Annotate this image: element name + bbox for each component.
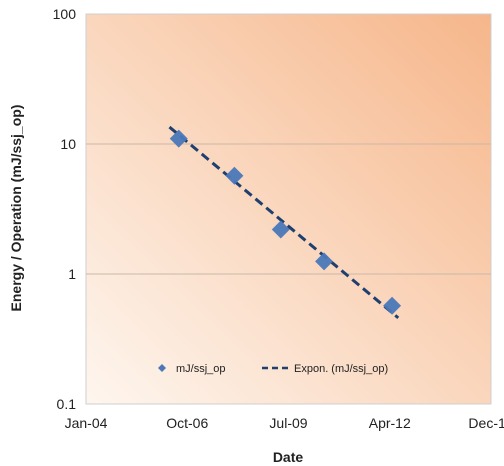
gridlines	[86, 143, 491, 275]
x-tick-label: Jul-09	[269, 415, 307, 431]
legend-marker-diamond	[158, 364, 166, 372]
y-axis-title: Energy / Operation (mJ/ssj_op)	[8, 105, 24, 312]
y-axis-ticks: 0.1 1 10 100	[53, 6, 77, 412]
x-tick-label: Dec-14	[468, 415, 504, 431]
x-axis-title: Date	[273, 449, 304, 465]
trendline-group	[168, 125, 400, 319]
data-point	[271, 220, 290, 239]
data-point	[383, 296, 402, 315]
data-points-group	[169, 129, 402, 315]
legend: mJ/ssj_op Expon. (mJ/ssj_op)	[158, 363, 388, 375]
y-tick-label: 0.1	[57, 396, 77, 412]
legend-label-trendline: Expon. (mJ/ssj_op)	[294, 363, 388, 375]
x-tick-label: Apr-12	[369, 415, 411, 431]
x-axis-ticks: Jan-04 Oct-06 Jul-09 Apr-12 Dec-14	[65, 415, 504, 431]
y-tick-label: 1	[68, 266, 76, 282]
x-tick-label: Jan-04	[65, 415, 108, 431]
y-tick-label: 100	[53, 6, 77, 22]
x-tick-label: Oct-06	[166, 415, 208, 431]
data-point	[169, 129, 188, 148]
legend-label-series: mJ/ssj_op	[176, 363, 226, 375]
trendline	[168, 125, 400, 319]
data-point	[315, 252, 334, 271]
plot-area	[85, 13, 492, 405]
data-point	[225, 166, 244, 185]
y-tick-label: 10	[60, 136, 76, 152]
